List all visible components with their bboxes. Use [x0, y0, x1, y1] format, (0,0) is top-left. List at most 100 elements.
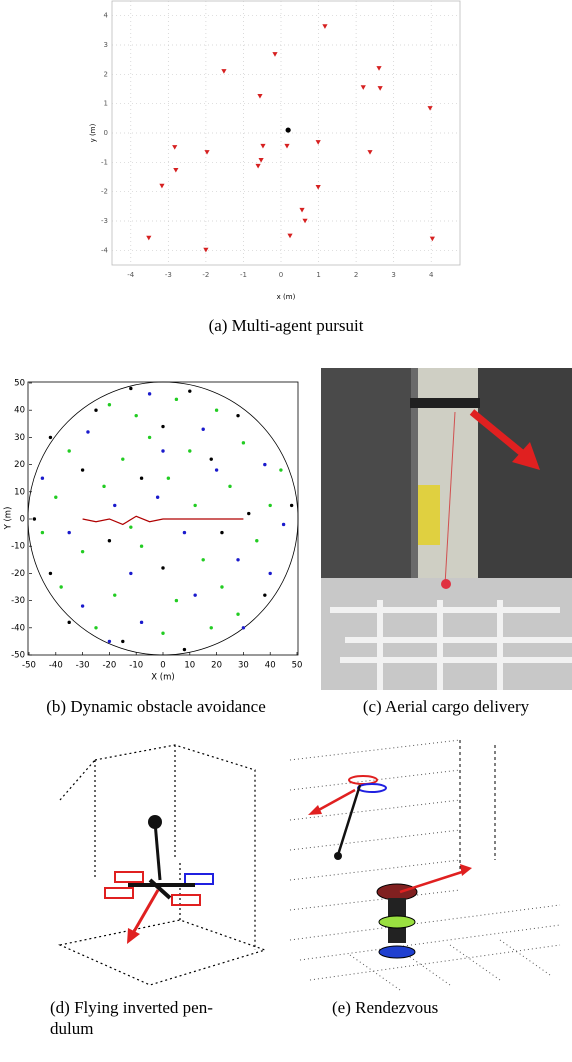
illustration [58, 744, 267, 986]
marker [299, 207, 305, 213]
y-tick-label: -20 [11, 569, 25, 579]
marker [134, 413, 138, 418]
marker [315, 140, 321, 145]
y-tick-label: 0 [104, 129, 108, 137]
y-tick-label: -50 [11, 651, 25, 661]
marker [129, 386, 133, 391]
y-tick-label: 50 [14, 379, 25, 389]
x-tick-label: 2 [354, 271, 358, 279]
y-tick-label: -30 [11, 596, 25, 606]
x-tick-label: -20 [102, 661, 116, 671]
marker [193, 593, 197, 597]
marker [360, 85, 366, 90]
marker [113, 593, 117, 597]
path-line [82, 515, 244, 526]
marker [241, 441, 246, 445]
marker [174, 397, 179, 402]
marker [272, 52, 278, 57]
marker [221, 69, 227, 74]
marker [315, 184, 321, 190]
x-tick-label: 50 [292, 661, 303, 671]
marker [236, 558, 240, 562]
marker [121, 457, 125, 461]
marker [161, 449, 165, 453]
marker [161, 424, 165, 429]
marker [263, 462, 267, 467]
marker [263, 593, 267, 597]
marker [80, 468, 85, 472]
marker [59, 585, 63, 589]
marker [204, 150, 210, 155]
marker [80, 549, 85, 554]
marker [129, 525, 133, 529]
marker [107, 539, 112, 543]
marker [209, 457, 213, 461]
caption: dulum [50, 1019, 93, 1038]
y-tick-label: 2 [104, 70, 108, 78]
marker [193, 503, 197, 508]
marker [260, 143, 266, 149]
marker [255, 539, 259, 543]
y-tick-label: -1 [101, 158, 108, 166]
marker [201, 427, 205, 431]
marker [214, 408, 219, 412]
x-tick-label: 30 [238, 661, 249, 671]
x-tick-label: 3 [391, 271, 395, 279]
marker [182, 530, 187, 535]
marker [214, 468, 219, 472]
x-tick-label: -2 [202, 271, 209, 279]
x-tick-label: 1 [316, 271, 320, 279]
marker [107, 403, 112, 407]
marker [129, 571, 133, 576]
marker [220, 530, 224, 535]
marker [241, 626, 246, 630]
marker [48, 571, 53, 576]
x-tick-label: -3 [165, 271, 172, 279]
marker [161, 631, 165, 635]
marker [427, 106, 433, 111]
marker [255, 163, 261, 169]
y-tick-label: -10 [11, 542, 25, 552]
marker [188, 389, 192, 393]
x-tick-label: -40 [49, 661, 63, 671]
illustration [289, 739, 561, 991]
x-tick-label: -4 [127, 271, 135, 279]
x-tick-label: -1 [240, 271, 247, 279]
marker [429, 236, 435, 242]
marker [220, 585, 224, 589]
marker [67, 530, 71, 535]
marker [302, 218, 308, 224]
caption: (e) Rendezvous [332, 998, 438, 1017]
marker [139, 544, 144, 548]
marker [121, 639, 125, 644]
y-axis-label: Y (m) [4, 507, 14, 531]
y-tick-label: 1 [104, 100, 108, 108]
y-tick-label: 3 [104, 41, 108, 49]
marker [139, 620, 144, 625]
caption: (a) Multi-agent pursuit [209, 316, 364, 335]
marker [107, 639, 112, 644]
marker [102, 484, 106, 489]
marker [146, 235, 152, 241]
x-axis-label: X (m) [151, 673, 174, 683]
marker [94, 626, 98, 630]
y-tick-label: 0 [20, 515, 25, 525]
marker [236, 413, 240, 418]
y-tick-label: -40 [11, 623, 25, 633]
marker [173, 167, 179, 173]
marker [48, 435, 53, 440]
marker [258, 157, 264, 163]
y-axis-label: y (m) [89, 123, 97, 142]
marker [67, 620, 71, 625]
marker [174, 598, 179, 603]
marker [367, 150, 373, 155]
y-tick-label: 10 [14, 487, 25, 497]
marker [139, 476, 144, 480]
marker [40, 530, 45, 535]
marker [155, 495, 160, 499]
marker [289, 503, 294, 508]
y-tick-label: 4 [104, 12, 109, 20]
marker [287, 233, 293, 239]
marker [376, 66, 382, 71]
